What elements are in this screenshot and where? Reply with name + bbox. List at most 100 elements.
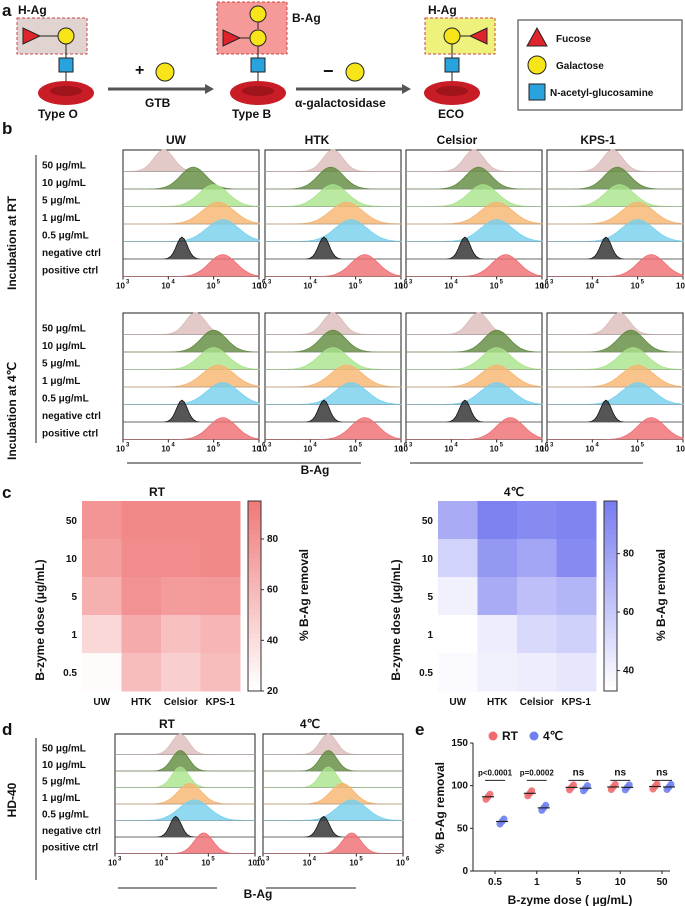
heatmap-cell — [438, 653, 478, 692]
colorbar-segment — [604, 657, 617, 663]
colorbar-tick-label: 80 — [623, 549, 635, 560]
colorbar-segment — [248, 648, 261, 654]
legend-rt-label: RT — [502, 729, 519, 743]
dose-tick-label: 5 — [71, 592, 77, 603]
colorbar-segment — [604, 577, 617, 583]
b-rt-col3-tick-label: 10 — [676, 282, 685, 291]
b-rt-col1-tick-label: 10 — [349, 282, 358, 291]
heatmap-cell — [438, 539, 478, 578]
b-4c-col2-tick-label: 10 — [535, 445, 544, 454]
colorbar-segment — [604, 667, 617, 673]
d-row-label-5: negative ctrl — [42, 826, 101, 837]
b-4c-col2-tick-exp: 6 — [545, 443, 549, 449]
colorbar-segment — [604, 539, 617, 545]
b-4c-col0-tick-exp: 6 — [262, 443, 266, 449]
colorbar-segment — [248, 558, 261, 564]
b-rt-col3-tick-label: 10 — [631, 282, 640, 291]
colorbar-segment — [248, 529, 261, 535]
heatmap-cell — [121, 539, 162, 578]
b-4c-col0-tick-label: 10 — [207, 445, 216, 454]
d-col1-tick-label: 10 — [303, 859, 312, 868]
e-significance-label: ns — [656, 767, 668, 778]
d-col1-tick-label: 10 — [256, 859, 265, 868]
legend-glcnac-label: N-acetyl-glucosamine — [550, 88, 654, 99]
b-rt-col3-tick-exp: 5 — [641, 280, 645, 286]
heatmap-cell — [161, 577, 201, 616]
b-rt-col1-tick-exp: 5 — [359, 280, 363, 286]
c-title-4c: 4℃ — [504, 485, 524, 499]
colorbar-segment — [248, 562, 261, 568]
galactose-circle — [443, 27, 461, 45]
b-4c-col2-tick-label: 10 — [444, 445, 453, 454]
colorbar-segment — [604, 562, 617, 568]
heatmap-cell — [438, 577, 478, 616]
b-rt-col0-tick-exp: 4 — [171, 280, 175, 286]
gtb-label: GTB — [145, 96, 171, 110]
colorbar-segment — [604, 619, 617, 625]
d-col1-tick-label: 10 — [396, 859, 405, 868]
colorbar-segment — [604, 600, 617, 606]
col-header-kps1: KPS-1 — [580, 133, 616, 147]
fucose-triangle — [22, 27, 42, 45]
e-point-4c — [542, 801, 550, 809]
heatmap-cell — [121, 501, 162, 540]
panel-b: UW HTK Celsior KPS-1 Incubation at RT In… — [5, 133, 685, 477]
b-4c-col2-tick-label: 10 — [399, 445, 408, 454]
b-rt-col3-tick-label: 10 — [540, 282, 549, 291]
colorbar-segment — [248, 667, 261, 673]
colorbar-segment — [604, 553, 617, 559]
colorbar-segment — [604, 686, 617, 692]
b-rt-col3-tick-label: 10 — [585, 282, 594, 291]
b-rt-col3-tick-exp: 3 — [550, 280, 554, 286]
colorbar-frame — [603, 500, 618, 692]
colorbar-segment — [248, 624, 261, 630]
e-x-tick-label: 1 — [534, 877, 540, 888]
heatmap-cell — [200, 577, 241, 616]
colorbar-segment — [604, 567, 617, 573]
colorbar-tick-label: 60 — [623, 607, 635, 618]
row-label-4c-2: 5 μg/mL — [42, 359, 80, 370]
row-label-4c-3: 1 μg/mL — [42, 376, 80, 387]
colorbar-segment — [248, 543, 261, 549]
d-row-label-2: 5 μg/mL — [42, 777, 80, 788]
b-4c-col3-histogram-row-0 — [547, 312, 683, 335]
colorbar-segment — [604, 638, 617, 644]
heatmap-cell — [556, 615, 597, 654]
b-rt-col2-tick-label: 10 — [399, 282, 408, 291]
colorbar-segment — [248, 610, 261, 616]
rbc-center — [436, 86, 468, 96]
e-point-rt — [653, 780, 661, 788]
b-4c-col0-tick-exp: 3 — [126, 443, 130, 449]
e-significance-label: p=0.0002 — [520, 768, 555, 777]
d-col1-histogram-row-0 — [263, 733, 403, 755]
d-col0-tick-label: 10 — [201, 859, 210, 868]
d-col0-tick-label: 10 — [108, 859, 117, 868]
heatmap-cell — [161, 501, 201, 540]
colorbar-segment — [604, 643, 617, 649]
dose-tick-label: 50 — [422, 516, 434, 527]
colorbar-segment — [248, 681, 261, 687]
glcnac-square — [250, 57, 266, 73]
b-4c-col2-tick-exp: 4 — [454, 443, 458, 449]
column-tick-label: HTK — [131, 697, 152, 708]
heatmap-cell — [517, 615, 557, 654]
column-tick-label: HTK — [487, 697, 508, 708]
colorbar-segment — [248, 548, 261, 554]
colorbar-segment — [604, 653, 617, 659]
colorbar-segment — [248, 629, 261, 635]
type-b-label: Type B — [232, 107, 271, 121]
b-4c-col3-tick-label: 10 — [676, 445, 685, 454]
heatmap-cell — [517, 539, 557, 578]
heatmap-cell — [477, 501, 518, 540]
colorbar-segment — [248, 634, 261, 640]
c-y-axis-label-4c: B-zyme dose (μg/mL) — [389, 559, 403, 680]
d-col0-histogram-row-1 — [115, 749, 255, 772]
column-tick-label: Celsior — [520, 697, 554, 708]
row-label-4c-1: 10 μg/mL — [42, 341, 86, 352]
b-rt-col0-tick-exp: 3 — [126, 280, 130, 286]
plus-sign: + — [135, 62, 144, 79]
column-tick-label: UW — [449, 697, 466, 708]
legend-galactose-icon — [527, 55, 547, 75]
colorbar-tick-label: 20 — [267, 686, 279, 697]
colorbar-segment — [604, 501, 617, 507]
